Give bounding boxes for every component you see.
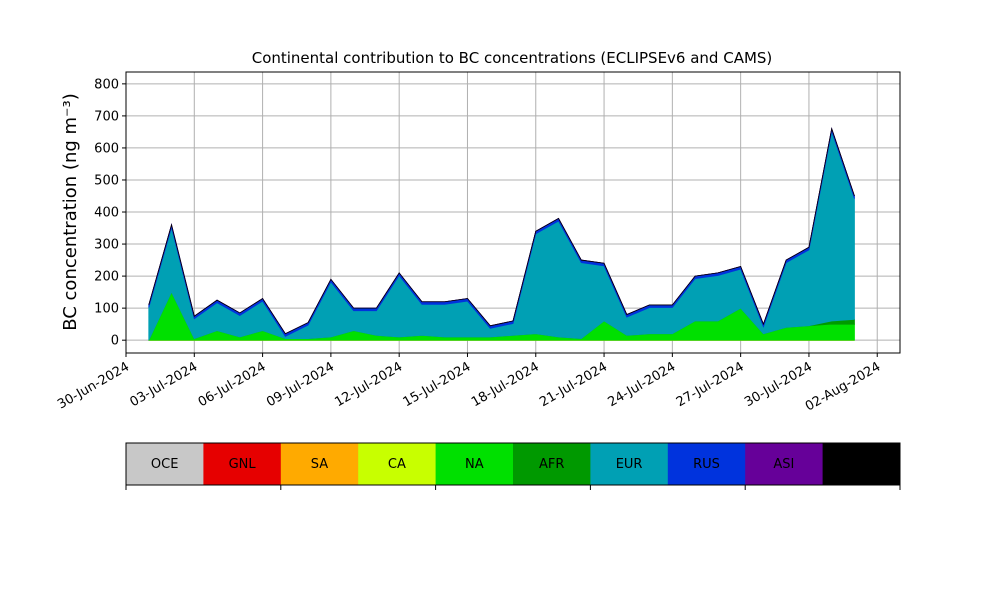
x-tick-label: 30-Jun-2024 (55, 359, 132, 412)
legend-label: NA (465, 457, 484, 472)
x-tick-label: 06-Jul-2024 (196, 359, 269, 410)
legend-label: AFR (539, 457, 564, 472)
legend-label: SA (311, 457, 328, 472)
legend-swatch (358, 443, 437, 485)
y-tick-label: 800 (94, 77, 119, 92)
x-tick-label: 24-Jul-2024 (606, 359, 679, 410)
legend-frame (125, 442, 901, 486)
x-tick-label: 09-Jul-2024 (264, 359, 337, 410)
chart-title: Continental contribution to BC concentra… (252, 49, 773, 67)
legend-label: ASI (773, 457, 794, 472)
legend-swatch (745, 443, 824, 485)
legend-swatch (435, 443, 514, 485)
y-tick-label: 500 (94, 173, 119, 188)
legend-label: GNL (229, 457, 257, 472)
legend-swatch (513, 443, 591, 485)
legend-swatch (822, 443, 901, 485)
x-tick-label: 27-Jul-2024 (674, 359, 747, 410)
legend-swatch (590, 443, 669, 485)
legend-swatch (203, 443, 282, 485)
x-tick-label: 18-Jul-2024 (469, 359, 542, 410)
y-tick-label: 200 (94, 270, 119, 285)
y-tick-label: 300 (94, 238, 119, 253)
legend-swatch (280, 443, 359, 485)
x-tick-label: 03-Jul-2024 (127, 359, 200, 410)
y-tick-label: 600 (94, 141, 119, 156)
legend-label: EUR (616, 457, 643, 472)
x-tick-label: 12-Jul-2024 (332, 359, 405, 410)
x-tick-label: 21-Jul-2024 (537, 359, 610, 410)
y-tick-label: 400 (94, 206, 119, 221)
legend-label: AUS (848, 457, 875, 472)
x-tick-label: 02-Aug-2024 (803, 359, 883, 414)
y-tick-label: 700 (94, 109, 119, 124)
area (148, 129, 855, 341)
y-tick-label: 0 (111, 334, 119, 349)
legend-label: RUS (693, 457, 720, 472)
y-tick-label: 100 (94, 302, 119, 317)
legend-label: CA (388, 457, 406, 472)
x-tick-label: 15-Jul-2024 (401, 359, 474, 410)
legend-label: OCE (151, 457, 179, 472)
legend-swatch (667, 443, 746, 485)
y-axis-label: BC concentration (ng m⁻³) (60, 93, 81, 331)
legend-swatch (126, 443, 204, 485)
